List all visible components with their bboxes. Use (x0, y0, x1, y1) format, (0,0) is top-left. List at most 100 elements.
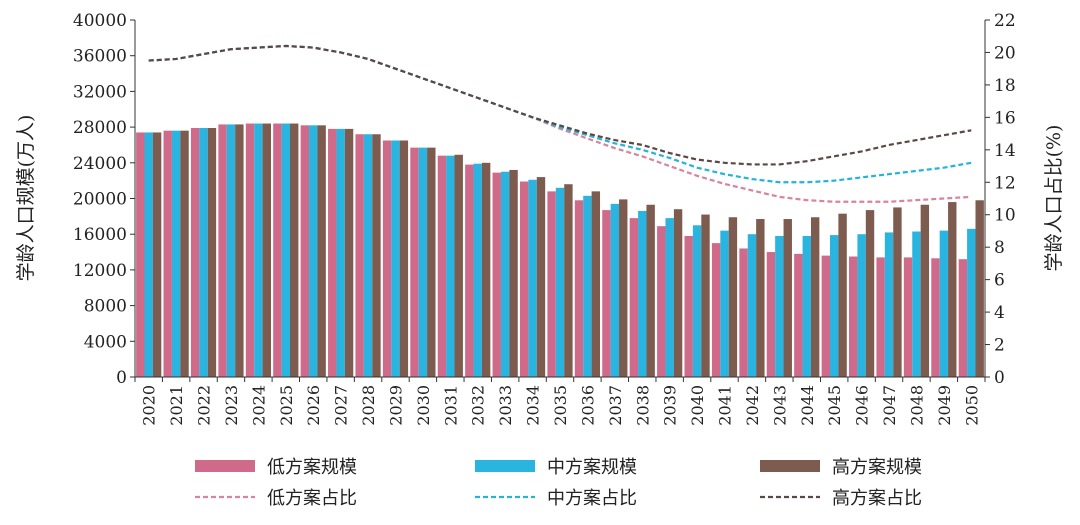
lines-layer (148, 44, 972, 203)
x-tick-label-2044: 2044 (798, 385, 817, 426)
bar-1-2028 (355, 134, 364, 377)
bar-3-2042 (756, 219, 765, 377)
y-left-tick-label-40000: 40000 (73, 11, 127, 31)
bar-3-2027 (344, 128, 354, 377)
x-tick-label-2030: 2030 (414, 385, 433, 426)
y-right-tick-label-8: 8 (994, 238, 1005, 258)
bar-2-2033 (500, 171, 510, 377)
x-tick-label-2049: 2049 (935, 385, 954, 426)
x-tick-label-2033: 2033 (496, 385, 515, 426)
bar-1-2034 (519, 181, 529, 377)
x-tick-label-2025: 2025 (277, 385, 296, 426)
bar-2-2029 (391, 140, 400, 377)
y-right-tick-label-22: 22 (994, 11, 1016, 31)
bar-1-2021 (163, 130, 172, 377)
bar-2-2049 (939, 230, 949, 377)
bar-2-2045 (829, 235, 839, 377)
bar-1-2037 (602, 210, 611, 377)
y-right-tick-label-14: 14 (994, 141, 1016, 161)
bar-2-2027 (336, 128, 345, 377)
x-tick-label-2041: 2041 (716, 385, 735, 426)
bar-1-2026 (300, 125, 310, 377)
bar-2-2034 (528, 179, 537, 377)
bar-3-2022 (207, 127, 217, 378)
bar-3-2041 (728, 217, 738, 377)
y-right-tick-label-0: 0 (994, 368, 1005, 388)
bar-3-2024 (262, 123, 271, 377)
bar-3-2040 (701, 214, 710, 377)
y-axis-left-title: 学龄人口规模(万人) (15, 115, 37, 282)
bar-3-2029 (399, 140, 409, 377)
bar-2-2022 (199, 127, 208, 378)
x-tick-label-2042: 2042 (743, 385, 762, 426)
bar-3-2021 (180, 130, 189, 377)
bar-3-2033 (509, 169, 518, 377)
bar-1-2046 (849, 256, 858, 377)
y-right-tick-label-12: 12 (994, 173, 1016, 193)
bar-3-2035 (564, 184, 573, 377)
bar-1-2025 (273, 123, 282, 377)
bar-3-2032 (481, 162, 491, 377)
bar-2-2042 (747, 234, 757, 377)
bar-2-2036 (583, 195, 592, 377)
bar-2-2032 (473, 163, 482, 377)
bar-2-2026 (309, 125, 318, 377)
y-left-tick-label-12000: 12000 (73, 261, 127, 281)
legend-swatch-bar-1 (195, 460, 255, 472)
legend-label-bar-3: 高方案规模 (832, 457, 922, 478)
bar-2-2046 (857, 234, 866, 377)
x-tick-label-2024: 2024 (249, 385, 268, 426)
x-tick-label-2046: 2046 (853, 385, 872, 426)
bar-2-2031 (446, 155, 455, 377)
bar-1-2044 (794, 253, 803, 377)
bar-1-2035 (547, 191, 556, 377)
x-tick-label-2029: 2029 (386, 385, 405, 426)
x-tick-label-2039: 2039 (661, 385, 680, 426)
bar-3-2049 (948, 202, 957, 377)
bar-3-2038 (646, 204, 655, 377)
x-tick-label-2045: 2045 (825, 385, 844, 426)
y-left-tick-label-4000: 4000 (84, 332, 127, 352)
line-series-3 (148, 44, 972, 166)
bar-2-2020 (144, 132, 153, 377)
y-right-tick-label-18: 18 (994, 76, 1016, 96)
x-tick-label-2036: 2036 (578, 385, 597, 426)
line-series-2 (148, 44, 972, 184)
y-right-tick-label-2: 2 (994, 336, 1005, 356)
bar-3-2037 (619, 199, 628, 377)
legend-label-line-3: 高方案占比 (832, 488, 922, 509)
bar-3-2047 (893, 207, 902, 377)
x-tick-label-2027: 2027 (332, 385, 351, 426)
bar-3-2023 (235, 124, 244, 377)
x-tick-label-2035: 2035 (551, 385, 570, 426)
bar-1-2031 (437, 155, 447, 377)
bar-3-2050 (975, 200, 984, 377)
legend-label-line-2: 中方案占比 (547, 488, 637, 509)
x-tick-label-2028: 2028 (359, 385, 378, 426)
bar-1-2042 (739, 248, 748, 377)
y-right-tick-label-6: 6 (994, 271, 1005, 291)
y-left-tick-label-32000: 32000 (73, 82, 127, 102)
y-left-tick-label-0: 0 (116, 368, 127, 388)
x-tick-label-2022: 2022 (195, 385, 214, 426)
bar-3-2031 (454, 154, 463, 377)
x-tick-label-2048: 2048 (907, 385, 926, 426)
bar-1-2038 (629, 218, 639, 377)
bar-2-2041 (720, 230, 729, 377)
bar-1-2043 (766, 252, 776, 377)
bar-1-2033 (492, 172, 501, 377)
bar-2-2024 (254, 123, 263, 377)
bar-1-2027 (328, 128, 337, 377)
x-tick-label-2032: 2032 (469, 385, 488, 426)
bar-1-2040 (684, 235, 693, 377)
legend-swatch-bar-2 (475, 460, 535, 472)
bar-3-2036 (591, 191, 601, 377)
bar-3-2025 (290, 123, 299, 377)
bar-1-2041 (711, 243, 721, 378)
bar-1-2050 (958, 259, 968, 377)
x-tick-label-2026: 2026 (304, 385, 323, 426)
bar-2-2040 (692, 225, 702, 377)
y-right-tick-label-4: 4 (994, 303, 1005, 323)
